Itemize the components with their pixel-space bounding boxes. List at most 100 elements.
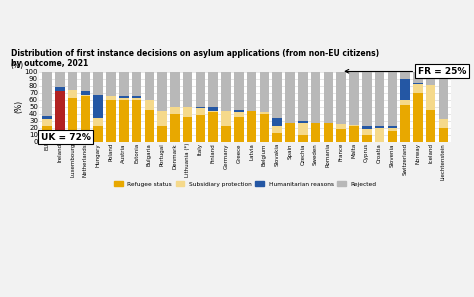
Bar xyxy=(170,72,180,107)
Bar xyxy=(196,72,205,107)
Bar xyxy=(388,126,397,128)
Bar xyxy=(81,91,90,95)
Bar xyxy=(209,112,218,142)
Bar xyxy=(349,126,359,142)
Bar xyxy=(93,95,103,118)
Text: Distribution of first instance decisions on asylum applications (from non-EU cit: Distribution of first instance decisions… xyxy=(10,49,379,68)
Bar xyxy=(183,72,192,107)
Bar xyxy=(221,72,231,111)
Bar xyxy=(119,97,128,100)
Bar xyxy=(438,119,448,128)
Bar xyxy=(388,72,397,126)
Bar xyxy=(93,126,103,142)
Bar xyxy=(42,119,52,126)
Bar xyxy=(55,87,64,91)
Bar xyxy=(400,105,410,142)
Bar xyxy=(68,98,77,142)
Bar xyxy=(298,72,308,121)
Bar xyxy=(209,72,218,107)
Bar xyxy=(81,95,90,96)
Bar xyxy=(42,116,52,119)
Bar xyxy=(183,117,192,142)
Y-axis label: (%): (%) xyxy=(14,100,23,113)
Bar xyxy=(106,100,116,142)
Bar xyxy=(349,125,359,126)
Bar xyxy=(119,96,128,97)
Bar xyxy=(273,72,282,118)
Bar xyxy=(55,72,64,87)
Bar xyxy=(311,123,320,142)
Bar xyxy=(81,72,90,91)
Bar xyxy=(42,126,52,142)
Bar xyxy=(42,72,52,116)
Bar xyxy=(145,110,154,142)
Bar xyxy=(388,131,397,142)
Bar xyxy=(285,72,295,123)
Bar xyxy=(221,126,231,142)
Bar xyxy=(93,72,103,95)
Bar xyxy=(375,128,384,142)
Bar xyxy=(426,72,436,85)
Bar xyxy=(311,72,320,123)
Bar xyxy=(68,90,77,98)
Bar xyxy=(234,72,244,110)
Bar xyxy=(234,112,244,117)
Bar xyxy=(247,111,256,142)
Bar xyxy=(362,72,372,126)
Bar xyxy=(426,85,436,110)
Bar xyxy=(234,110,244,112)
Bar xyxy=(438,128,448,142)
Bar xyxy=(260,112,269,114)
Bar xyxy=(145,100,154,110)
Bar xyxy=(119,72,128,96)
Bar xyxy=(413,72,423,83)
Bar xyxy=(438,72,448,119)
Bar xyxy=(273,118,282,126)
Bar xyxy=(362,126,372,129)
Bar xyxy=(362,129,372,135)
Bar xyxy=(132,96,141,97)
Bar xyxy=(400,72,410,79)
Bar xyxy=(273,133,282,142)
Bar xyxy=(234,117,244,142)
Bar xyxy=(68,72,77,90)
Bar xyxy=(426,110,436,142)
Bar xyxy=(209,107,218,111)
Bar xyxy=(273,126,282,133)
Bar xyxy=(119,100,128,142)
Bar xyxy=(170,114,180,142)
Bar xyxy=(81,96,90,142)
Bar xyxy=(324,72,333,123)
Bar xyxy=(196,107,205,108)
Text: UK = 72%: UK = 72% xyxy=(41,132,91,142)
Bar xyxy=(145,72,154,100)
Bar xyxy=(337,72,346,124)
Bar xyxy=(285,123,295,142)
Bar xyxy=(196,115,205,142)
Bar xyxy=(400,100,410,105)
Bar xyxy=(298,135,308,142)
Bar xyxy=(388,128,397,131)
Bar xyxy=(337,124,346,129)
Bar xyxy=(196,108,205,115)
Legend: Refugee status, Subsidiary protection, Humanitarian reasons, Rejected: Refugee status, Subsidiary protection, H… xyxy=(114,181,376,187)
Bar xyxy=(362,135,372,142)
Bar xyxy=(221,111,231,126)
Bar xyxy=(400,79,410,100)
Bar xyxy=(157,126,167,142)
Bar xyxy=(375,126,384,128)
Bar xyxy=(349,72,359,125)
Bar xyxy=(157,72,167,111)
Bar xyxy=(106,96,116,100)
Bar xyxy=(132,97,141,100)
Bar xyxy=(132,72,141,96)
Bar xyxy=(157,111,167,126)
Bar xyxy=(260,72,269,112)
Bar xyxy=(247,72,256,111)
Bar xyxy=(413,93,423,142)
Bar xyxy=(298,121,308,123)
Bar xyxy=(132,100,141,142)
Bar xyxy=(375,72,384,126)
Bar xyxy=(413,84,423,93)
Bar xyxy=(324,123,333,142)
